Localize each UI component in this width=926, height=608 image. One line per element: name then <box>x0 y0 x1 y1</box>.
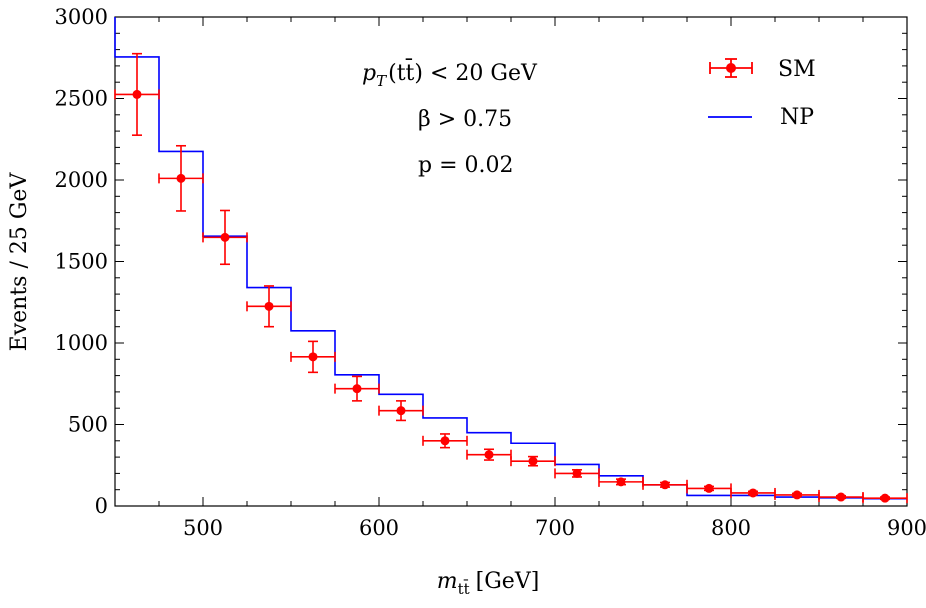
sm-data-point <box>158 144 204 212</box>
y-tick-label: 2000 <box>55 168 108 192</box>
sm-data-point <box>554 468 600 479</box>
sm-marker <box>484 450 494 460</box>
sm-series <box>114 52 908 504</box>
sm-marker <box>792 490 802 500</box>
x-tick-label: 600 <box>359 516 399 540</box>
sm-marker <box>132 89 142 99</box>
y-tick-label: 1500 <box>55 250 108 274</box>
np-series <box>114 17 907 500</box>
sm-marker <box>572 468 582 478</box>
sm-marker <box>264 301 274 311</box>
x-axis-title: mtt̄ [GeV] <box>437 569 540 598</box>
y-tick-label: 1000 <box>55 331 108 355</box>
x-tick-label: 700 <box>535 516 575 540</box>
sm-marker <box>880 493 890 503</box>
y-axis-title: Events / 25 GeV <box>7 172 32 352</box>
sm-data-point <box>686 483 732 494</box>
sm-data-point <box>378 400 424 422</box>
y-tick-label: 2500 <box>55 87 108 111</box>
sm-data-point <box>202 209 248 266</box>
sm-marker <box>616 477 626 487</box>
sm-marker <box>176 173 186 183</box>
sm-data-point <box>466 448 512 461</box>
sm-marker <box>220 232 230 242</box>
sm-data-point <box>642 479 688 490</box>
sm-marker <box>352 384 362 394</box>
sm-marker <box>440 436 450 446</box>
y-tick-label: 0 <box>95 494 108 518</box>
sm-data-point <box>114 52 160 136</box>
sm-marker <box>704 483 714 493</box>
annotation-beta-cut: β > 0.75 <box>418 107 512 132</box>
sm-marker <box>660 480 670 490</box>
sm-marker <box>836 492 846 502</box>
sm-data-point <box>774 489 820 500</box>
sm-marker <box>396 406 406 416</box>
sm-data-point <box>818 492 864 503</box>
x-tick-label: 500 <box>183 516 223 540</box>
sm-data-point <box>510 455 556 467</box>
tick-labels: 500 600 700 800 900 0 500 1000 1500 2000 2500 3000 <box>55 5 926 540</box>
np-step-line <box>114 17 907 500</box>
sm-data-point <box>730 487 776 498</box>
sm-data-point <box>598 476 644 487</box>
annotation-pt-cut: pT(tt̄) < 20 GeV <box>362 58 538 90</box>
legend-sm-label: SM <box>778 57 816 82</box>
sm-data-point <box>334 375 380 402</box>
sm-marker <box>308 352 318 362</box>
sm-data-point <box>290 340 336 374</box>
annotation-p-value: p = 0.02 <box>418 153 514 178</box>
sm-data-point <box>246 285 292 328</box>
sm-marker <box>748 488 758 498</box>
sm-marker <box>528 456 538 466</box>
legend: SM NP <box>708 57 816 130</box>
legend-np-label: NP <box>780 105 814 130</box>
x-tick-label: 800 <box>711 516 751 540</box>
x-tick-label: 900 <box>887 516 926 540</box>
y-tick-label: 500 <box>68 413 108 437</box>
sm-data-point <box>422 433 468 449</box>
y-tick-label: 3000 <box>55 5 108 29</box>
sm-data-point <box>862 493 908 504</box>
legend-sm-marker <box>709 58 753 78</box>
